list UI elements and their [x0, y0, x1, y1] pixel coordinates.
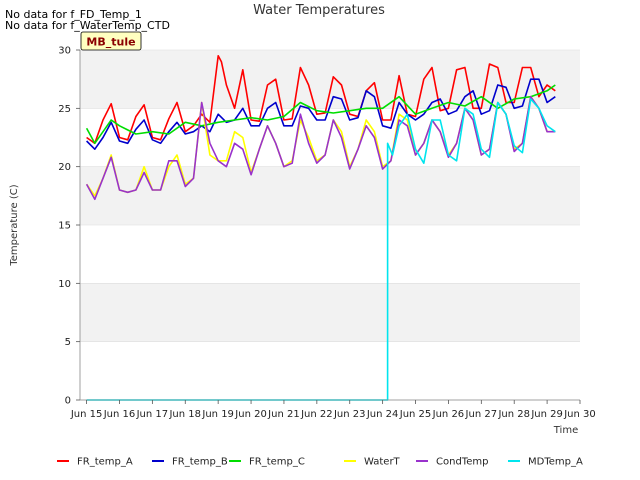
y-tick-label: 25: [58, 104, 71, 115]
x-axis-label: Time: [553, 425, 578, 436]
x-tick-label: Jun 22: [300, 409, 333, 420]
x-tick-label: Jun 20: [234, 409, 267, 420]
series-line-fr-temp-b: [86, 78, 556, 150]
x-tick-label: Jun 28: [497, 409, 530, 420]
y-tick-label: 0: [65, 396, 71, 407]
y-tick-label: 10: [58, 279, 71, 290]
x-tick-label: Jun 30: [563, 409, 596, 420]
legend-label: FR_temp_A: [77, 457, 133, 468]
grid-band: [80, 50, 580, 109]
grid-band: [80, 283, 580, 342]
y-tick-label: 15: [58, 221, 71, 232]
x-tick-label: Jun 19: [201, 409, 234, 420]
x-tick-label: Jun 15: [70, 409, 103, 420]
series-line-fr-temp-c: [85, 84, 556, 145]
x-tick-label: Jun 17: [136, 409, 169, 420]
grid-band: [80, 166, 580, 225]
x-tick-label: Jun 21: [267, 409, 300, 420]
legend-label: WaterT: [364, 457, 401, 468]
legend-label: CondTemp: [436, 457, 488, 468]
x-tick-label: Jun 23: [333, 409, 366, 420]
legend-label: FR_temp_C: [249, 457, 305, 468]
no-data-note-1: No data for f_FD_Temp_1: [5, 8, 142, 21]
x-tick-label: Jun 29: [530, 409, 563, 420]
site-label-box: MB_tule: [80, 31, 142, 51]
legend-label: FR_temp_B: [172, 457, 228, 468]
series-line-condtemp: [85, 95, 556, 201]
no-data-note-2: No data for f_WaterTemp_CTD: [5, 19, 170, 32]
x-tick-label: Jun 16: [103, 409, 136, 420]
chart-title: Water Temperatures: [253, 3, 385, 18]
x-tick-label: Jun 26: [432, 409, 465, 420]
series-line-fr-temp-a: [86, 54, 556, 145]
y-axis-label: Temperature (C): [9, 184, 20, 266]
x-tick-label: Jun 27: [465, 409, 498, 420]
series-lines: [85, 54, 556, 401]
y-tick-label: 5: [65, 337, 71, 348]
x-tick-label: Jun 24: [366, 409, 399, 420]
x-tick-label: Jun 18: [168, 409, 201, 420]
legend-label: MDTemp_A: [528, 457, 583, 468]
site-label: MB_tule: [86, 36, 135, 49]
y-tick-label: 20: [58, 162, 71, 173]
background-bands: [80, 49, 580, 401]
y-tick-label: 30: [58, 46, 71, 57]
legend: FR_temp_A FR_temp_B FR_temp_C WaterT CondTem…: [57, 457, 583, 468]
x-tick-label: Jun 25: [399, 409, 432, 420]
